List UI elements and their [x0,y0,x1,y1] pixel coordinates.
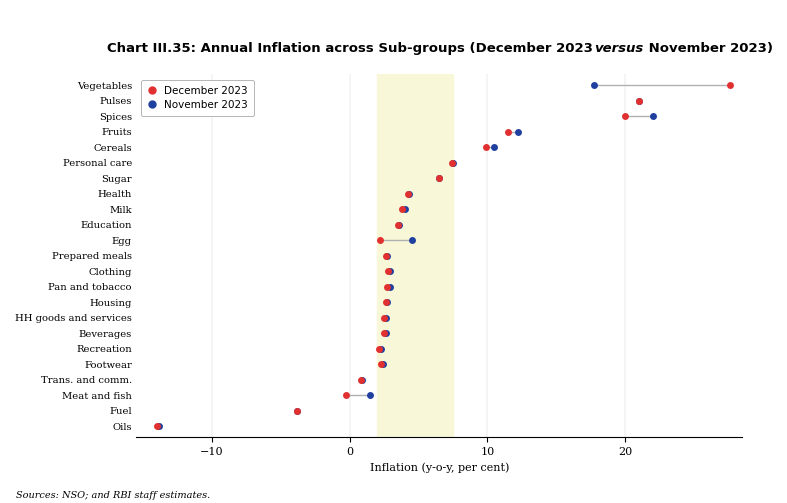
Text: versus: versus [594,42,644,54]
Text: Chart III.35: Annual Inflation across Sub-groups (December 2023: Chart III.35: Annual Inflation across Su… [107,42,597,54]
November 2023 [633,97,645,105]
December 2023 [372,345,385,353]
November 2023 [383,283,396,291]
November 2023 [383,267,396,275]
Legend: December 2023, November 2023: December 2023, November 2023 [141,79,254,116]
November 2023 [291,407,304,415]
December 2023 [392,221,405,229]
November 2023 [398,205,411,213]
December 2023 [378,314,390,322]
December 2023 [354,376,367,384]
December 2023 [619,112,632,120]
December 2023 [150,422,163,430]
November 2023 [356,376,368,384]
Text: November 2023): November 2023) [644,42,773,54]
November 2023 [647,112,660,120]
December 2023 [502,128,515,136]
November 2023 [379,329,392,338]
November 2023 [375,345,388,353]
December 2023 [633,97,645,105]
December 2023 [401,190,414,198]
November 2023 [488,143,501,151]
November 2023 [381,298,394,306]
December 2023 [382,267,394,275]
November 2023 [587,81,600,90]
December 2023 [724,81,737,90]
X-axis label: Inflation (y-o-y, per cent): Inflation (y-o-y, per cent) [370,462,509,473]
November 2023 [381,252,394,260]
December 2023 [445,159,458,167]
November 2023 [403,190,416,198]
December 2023 [433,174,445,182]
November 2023 [433,174,445,182]
November 2023 [364,391,377,399]
December 2023 [396,205,408,213]
November 2023 [393,221,405,229]
December 2023 [374,236,386,244]
December 2023 [379,252,392,260]
Bar [377,74,453,437]
December 2023 [480,143,493,151]
December 2023 [378,329,390,338]
November 2023 [153,422,166,430]
December 2023 [375,360,388,368]
December 2023 [291,407,304,415]
November 2023 [376,360,389,368]
December 2023 [379,298,392,306]
November 2023 [405,236,418,244]
Text: Sources: NSO; and RBI staff estimates.: Sources: NSO; and RBI staff estimates. [16,491,210,500]
November 2023 [512,128,524,136]
November 2023 [447,159,460,167]
December 2023 [339,391,352,399]
December 2023 [381,283,394,291]
November 2023 [379,314,392,322]
